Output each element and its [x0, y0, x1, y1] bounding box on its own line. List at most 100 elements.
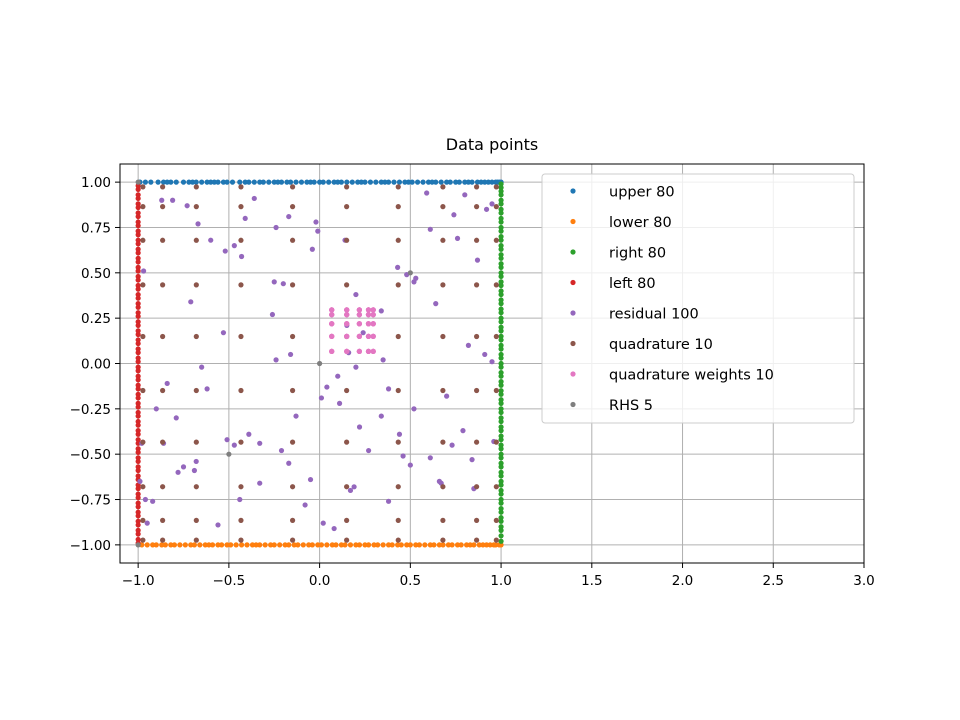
data-point: [291, 542, 297, 548]
data-point: [173, 179, 179, 185]
data-point: [447, 179, 453, 185]
data-point: [329, 333, 335, 339]
data-point: [438, 179, 444, 185]
data-point: [498, 288, 504, 294]
data-point: [298, 179, 305, 185]
data-point: [238, 387, 244, 394]
data-point: [289, 237, 296, 243]
data-point: [135, 536, 141, 543]
data-point: [493, 204, 499, 210]
data-point: [453, 179, 459, 185]
data-point: [135, 373, 141, 379]
legend-label: quadrature weights 10: [609, 368, 774, 384]
data-point: [498, 505, 504, 512]
data-point: [329, 307, 335, 313]
data-point: [135, 386, 141, 392]
data-point: [135, 241, 141, 247]
data-point: [135, 531, 141, 537]
data-point: [375, 542, 381, 548]
data-point: [329, 312, 335, 318]
data-point: [493, 387, 499, 394]
data-point: [160, 237, 166, 243]
data-point: [159, 542, 165, 548]
data-point: [199, 179, 205, 185]
data-point: [498, 342, 504, 348]
data-point: [344, 333, 350, 339]
data-point: [135, 337, 141, 343]
data-point: [271, 279, 277, 285]
legend-label: upper 80: [609, 185, 675, 201]
data-point: [135, 310, 141, 316]
data-point: [471, 542, 477, 548]
data-point: [493, 282, 499, 288]
data-point: [473, 387, 480, 394]
data-point: [498, 538, 504, 544]
data-point: [498, 500, 504, 506]
data-point: [278, 179, 285, 185]
y-tick-label: 0.75: [81, 220, 111, 236]
series-3: [135, 183, 141, 546]
data-point: [395, 264, 401, 270]
data-point: [498, 328, 504, 334]
data-point: [382, 179, 388, 185]
data-point: [367, 179, 374, 185]
data-point: [483, 542, 490, 548]
data-point: [304, 179, 310, 185]
data-point: [144, 542, 150, 548]
data-point: [135, 518, 141, 524]
data-point: [208, 237, 214, 243]
data-point: [220, 330, 227, 336]
data-point: [135, 246, 141, 252]
data-point: [135, 495, 141, 501]
data-point: [498, 181, 504, 187]
data-point: [135, 364, 141, 370]
x-tick-label: 2.5: [763, 573, 784, 589]
data-point: [498, 409, 504, 416]
data-point: [135, 413, 141, 419]
data-point: [135, 219, 141, 225]
data-point: [135, 455, 141, 461]
data-point: [498, 233, 504, 240]
data-point: [483, 206, 490, 212]
data-point: [135, 464, 141, 470]
y-tick-label: −0.50: [70, 447, 111, 463]
data-point: [199, 364, 205, 370]
data-point: [160, 387, 166, 394]
data-point: [424, 190, 430, 196]
legend-marker: [570, 279, 576, 286]
data-point: [311, 179, 317, 185]
data-point: [135, 268, 141, 274]
data-point: [177, 542, 183, 548]
data-point: [498, 418, 504, 425]
data-point: [498, 270, 504, 276]
data-point: [378, 413, 384, 419]
data-point: [135, 291, 141, 298]
data-point: [135, 195, 141, 202]
data-point: [498, 219, 504, 225]
data-point: [344, 312, 350, 318]
data-point: [238, 184, 244, 190]
data-point: [284, 179, 290, 185]
data-point: [473, 517, 480, 523]
data-point: [480, 542, 486, 548]
x-tick-label: 2.0: [672, 573, 693, 589]
data-point: [436, 542, 442, 548]
data-point: [498, 473, 504, 479]
data-point: [275, 179, 281, 185]
data-point: [396, 179, 403, 185]
data-point: [260, 179, 266, 185]
data-point: [164, 179, 170, 185]
data-point: [431, 542, 437, 548]
data-point: [238, 484, 244, 490]
data-point: [344, 439, 350, 445]
data-point: [344, 517, 350, 523]
data-point: [160, 282, 166, 288]
data-point: [498, 310, 504, 316]
data-point: [460, 428, 466, 434]
data-point: [182, 542, 188, 548]
data-point: [485, 179, 491, 185]
data-point: [433, 179, 439, 185]
data-point: [356, 307, 362, 313]
data-point: [193, 204, 199, 210]
data-point: [473, 184, 480, 190]
